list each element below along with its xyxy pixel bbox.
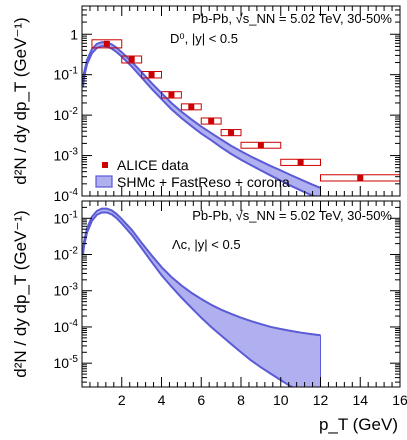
x-tick-label: 10 xyxy=(273,392,289,408)
top-data-points xyxy=(91,39,400,182)
model-band-fill xyxy=(82,42,321,196)
legend-marker-band xyxy=(95,175,113,188)
x-tick-label: 12 xyxy=(313,392,329,408)
data-syst-box xyxy=(220,129,242,137)
data-syst-box xyxy=(91,39,123,49)
model-band-fill xyxy=(82,208,321,387)
data-syst-box xyxy=(121,55,143,64)
y-tick-label: 1 xyxy=(70,26,78,42)
model-band-lower-edge xyxy=(82,45,316,196)
bottom-info-line-2: Λc, |y| < 0.5 xyxy=(172,237,241,252)
model-band-lower-edge xyxy=(82,211,294,387)
y-tick-label: 10-4 xyxy=(54,187,79,204)
data-syst-box xyxy=(161,91,182,99)
data-syst-box xyxy=(141,70,162,79)
bottom-y-axis: 10-5 10-4 10-3 10-2 10-1 xyxy=(54,206,400,383)
y-tick-label: 10-5 xyxy=(54,354,79,371)
top-y-axis: 10-4 10-3 10-2 10-1 1 xyxy=(54,5,400,204)
legend: ALICE data SHMc + FastReso + corona xyxy=(95,157,290,190)
data-syst-box xyxy=(280,158,321,166)
top-y-axis-title: d²N / dy dp_T (GeV⁻¹) xyxy=(11,17,30,184)
data-point xyxy=(257,142,264,149)
bottom-info-line-1: Pb-Pb, √s_NN = 5.02 TeV, 30-50% xyxy=(192,208,392,223)
top-info-line-2: D⁰, |y| < 0.5 xyxy=(170,31,238,46)
model-band-upper-edge xyxy=(82,41,321,189)
top-x-ticks xyxy=(81,6,401,196)
y-tick-label: 10-3 xyxy=(54,147,79,164)
data-point xyxy=(188,103,195,110)
x-tick-label: 16 xyxy=(392,392,407,408)
data-point xyxy=(228,129,235,136)
y-tick-label: 10-3 xyxy=(54,282,79,299)
data-point xyxy=(168,91,175,98)
top-info-line-1: Pb-Pb, √s_NN = 5.02 TeV, 30-50% xyxy=(192,11,392,26)
y-tick-label: 10-2 xyxy=(54,246,79,263)
top-panel: 10-4 10-3 10-2 10-1 1 Pb-Pb, √s_NN = 5.02 Te… xyxy=(11,5,401,204)
y-tick-label: 10-2 xyxy=(54,106,79,123)
x-tick-label: 2 xyxy=(118,392,126,408)
x-axis-title: p_T (GeV) xyxy=(319,415,398,434)
legend-marker-data xyxy=(102,162,108,168)
legend-label-data: ALICE data xyxy=(117,157,189,173)
data-point xyxy=(297,159,304,166)
bottom-x-axis: 2 4 6 8 10 12 14 16 xyxy=(81,201,407,408)
bottom-panel: 10-5 10-4 10-3 10-2 10-1 2 4 6 8 10 12 14 16 Pb-Pb,… xyxy=(11,200,407,434)
legend-label-band: SHMc + FastReso + corona xyxy=(117,174,290,190)
x-tick-label: 4 xyxy=(158,392,166,408)
data-syst-box xyxy=(320,174,400,182)
y-tick-label: 10-1 xyxy=(54,209,79,226)
bottom-y-axis-title: d²N / dy dp_T (GeV⁻¹) xyxy=(11,210,30,377)
y-tick-label: 10-4 xyxy=(54,318,79,335)
x-tick-label: 8 xyxy=(237,392,245,408)
bottom-model-band xyxy=(82,207,321,387)
data-point xyxy=(148,71,155,78)
x-tick-label: 6 xyxy=(197,392,205,408)
model-band-upper-edge xyxy=(82,207,321,337)
data-point xyxy=(128,56,135,63)
y-tick-label: 10-1 xyxy=(54,66,79,83)
x-tick-label: 14 xyxy=(352,392,368,408)
data-point xyxy=(357,174,364,181)
data-point xyxy=(103,40,110,47)
data-point xyxy=(208,117,215,124)
